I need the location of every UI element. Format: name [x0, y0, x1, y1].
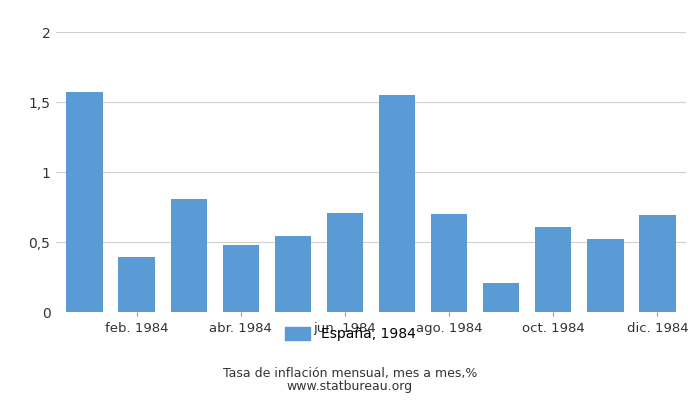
Text: www.statbureau.org: www.statbureau.org [287, 380, 413, 393]
Bar [327, 213, 363, 312]
Bar [66, 92, 103, 312]
Bar [379, 95, 415, 312]
Bar [223, 245, 259, 312]
Bar [431, 214, 468, 312]
Text: Tasa de inflación mensual, mes a mes,%: Tasa de inflación mensual, mes a mes,% [223, 368, 477, 380]
Bar [639, 215, 676, 312]
Bar [535, 226, 571, 312]
Legend: España, 1984: España, 1984 [284, 327, 416, 341]
Bar [171, 198, 207, 312]
Bar [118, 258, 155, 312]
Bar [587, 239, 624, 312]
Bar [483, 282, 519, 312]
Bar [274, 236, 311, 312]
